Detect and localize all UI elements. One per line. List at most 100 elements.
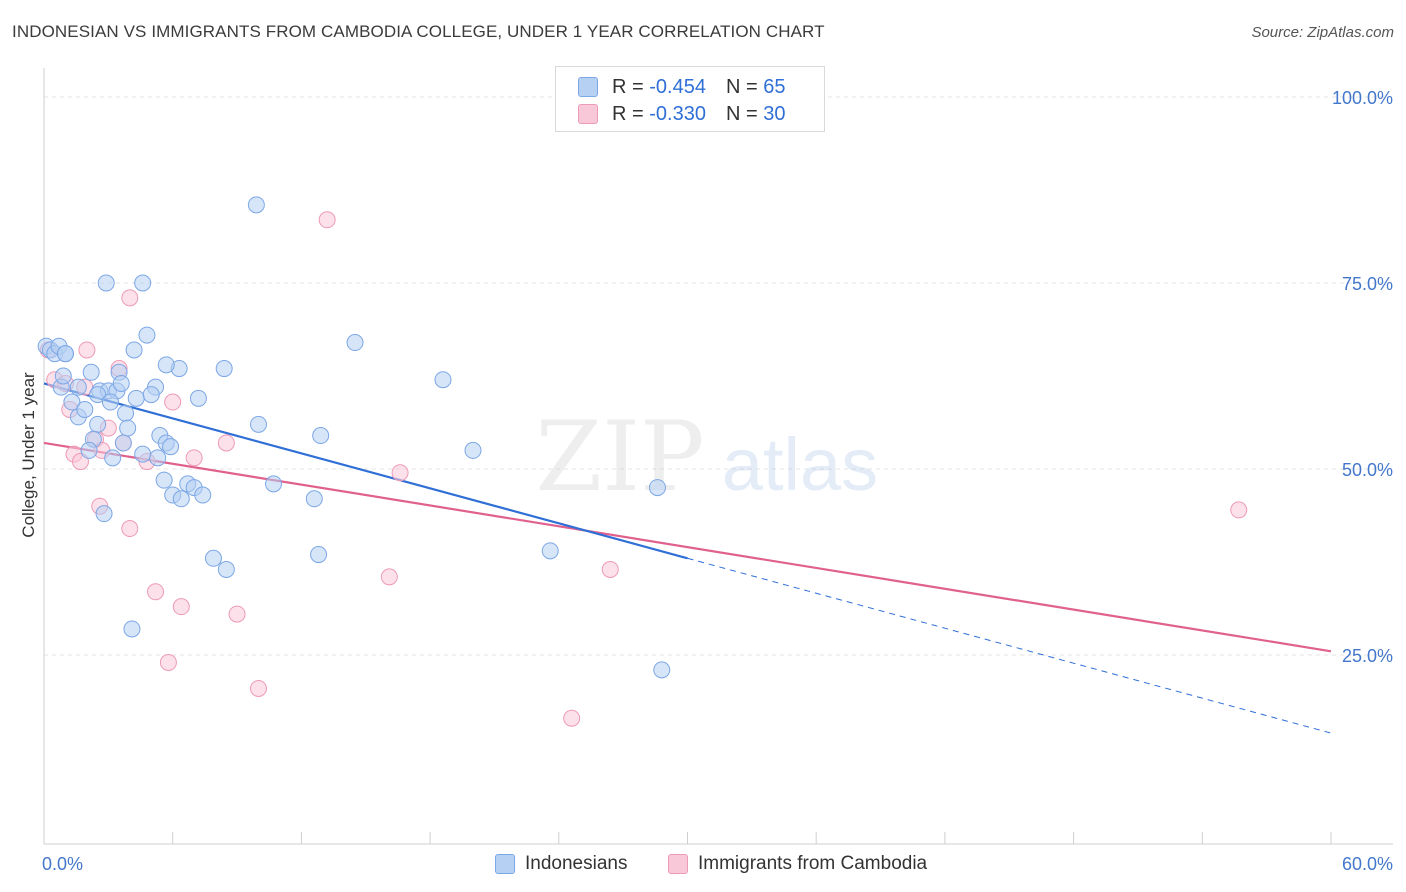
axes [43, 68, 1393, 845]
y-tick-label: 25.0% [1342, 646, 1393, 666]
legend-n-value: 30 [763, 102, 786, 125]
data-point-indonesians [464, 441, 482, 459]
data-point-indonesians [247, 196, 265, 214]
data-point-cambodia [391, 464, 409, 482]
data-point-indonesians [97, 274, 115, 292]
bottom-legend-label: Indonesians [525, 853, 628, 874]
data-point-cambodia [121, 289, 139, 307]
data-point-indonesians [250, 415, 267, 433]
data-point-indonesians [265, 475, 283, 493]
data-point-cambodia [147, 583, 165, 601]
bottom-legend-label: Immigrants from Cambodia [698, 853, 928, 874]
legend-n-label: N = [725, 102, 764, 125]
watermark-zip: ZIP [535, 401, 704, 513]
data-point-indonesians [346, 334, 364, 352]
watermark: ZIP atlas [535, 401, 878, 513]
chart-title: INDONESIAN VS IMMIGRANTS FROM CAMBODIA C… [12, 22, 825, 41]
data-point-indonesians [648, 479, 666, 497]
x-tick-label-max: 60.0% [1342, 854, 1393, 874]
data-point-indonesians [123, 620, 141, 638]
legend-n-value: 65 [763, 75, 786, 98]
data-point-indonesians [112, 374, 130, 392]
data-point-indonesians [63, 393, 81, 411]
legend-swatch-pink [578, 104, 598, 124]
data-point-cambodia [164, 393, 182, 411]
data-point-indonesians [89, 386, 107, 404]
data-point-indonesians [162, 438, 180, 456]
data-point-indonesians [69, 378, 87, 396]
data-point-indonesians [149, 449, 167, 467]
data-point-cambodia [172, 598, 190, 616]
data-point-cambodia [318, 211, 336, 229]
data-point-indonesians [104, 449, 122, 467]
data-point-cambodia [121, 520, 139, 538]
data-point-indonesians [142, 386, 160, 404]
source-label: Source: ZipAtlas.com [1251, 24, 1394, 41]
data-point-indonesians [114, 434, 132, 452]
watermark-atlas: atlas [722, 423, 878, 506]
data-point-indonesians [89, 415, 107, 433]
correlation-legend: R = -0.454 N = 65 R = -0.330 N = 30 [555, 66, 825, 132]
legend-swatch-blue [578, 77, 598, 97]
y-tick-label: 100.0% [1332, 88, 1393, 108]
data-point-indonesians [82, 363, 100, 381]
data-point-indonesians [54, 367, 72, 385]
data-point-indonesians [541, 542, 559, 560]
data-point-indonesians [194, 486, 212, 504]
data-point-indonesians [80, 441, 98, 459]
legend-n-label: N = [725, 75, 764, 98]
data-point-cambodia [601, 560, 619, 578]
data-point-indonesians [134, 274, 152, 292]
trend-line-indonesians [43, 382, 688, 560]
data-point-cambodia [228, 605, 246, 623]
grid-lines [44, 96, 1393, 656]
data-point-cambodia [250, 679, 267, 697]
bottom-legend-swatch-pink [668, 854, 688, 874]
data-point-indonesians [56, 345, 74, 363]
data-point-indonesians [125, 341, 143, 359]
data-point-indonesians [127, 389, 145, 407]
data-point-indonesians [312, 427, 330, 445]
series-indonesians-points [37, 196, 671, 679]
trend-line-indonesians-extension [687, 557, 1332, 734]
data-point-indonesians [305, 490, 323, 508]
trend-lines [43, 382, 1332, 734]
data-point-cambodia [185, 449, 203, 467]
data-point-indonesians [134, 445, 152, 463]
tick-labels: 25.0% 50.0% 75.0% 100.0% 0.0% 60.0% [42, 88, 1393, 874]
bottom-legend-indonesians: Indonesians [495, 852, 627, 876]
legend-r-value: -0.454 [649, 75, 706, 98]
data-point-cambodia [159, 653, 177, 671]
data-point-indonesians [101, 393, 119, 411]
data-point-cambodia [217, 434, 235, 452]
data-point-cambodia [78, 341, 96, 359]
data-point-cambodia [380, 568, 398, 586]
legend-r-label: R = [612, 75, 650, 98]
data-point-indonesians [172, 490, 190, 508]
data-point-indonesians [119, 419, 137, 437]
y-tick-label: 50.0% [1342, 460, 1393, 480]
bottom-legend-swatch-blue [495, 854, 515, 874]
bottom-legend-cambodia: Immigrants from Cambodia [668, 852, 927, 876]
data-point-indonesians [204, 549, 222, 567]
data-point-indonesians [76, 400, 94, 418]
data-point-indonesians [138, 326, 156, 344]
data-point-indonesians [310, 546, 328, 564]
data-point-indonesians [189, 389, 207, 407]
legend-row-indonesians: R = -0.454 N = 65 [578, 74, 785, 100]
legend-r-label: R = [612, 102, 650, 125]
data-point-indonesians [157, 356, 175, 374]
legend-r-value: -0.330 [649, 102, 706, 125]
data-point-indonesians [653, 661, 671, 679]
data-point-cambodia [563, 709, 581, 727]
data-point-indonesians [215, 360, 233, 378]
data-point-indonesians [434, 371, 452, 389]
y-axis-title: College, Under 1 year [19, 372, 38, 538]
data-point-indonesians [217, 560, 235, 578]
x-tick-label-min: 0.0% [42, 854, 83, 874]
legend-row-cambodia: R = -0.330 N = 30 [578, 101, 785, 127]
data-point-indonesians [117, 404, 135, 422]
trend-line-cambodia [43, 441, 1332, 653]
data-point-indonesians [155, 471, 173, 489]
